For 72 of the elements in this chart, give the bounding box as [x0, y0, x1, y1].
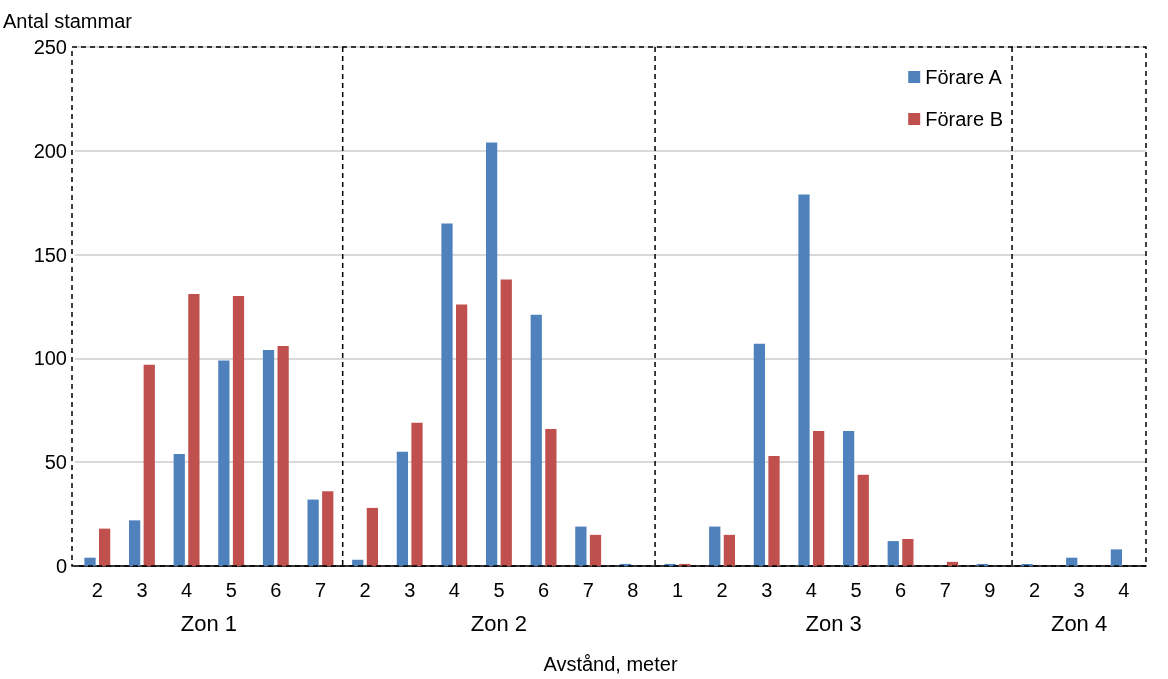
x-tick-label: 3 [1073, 579, 1085, 601]
bar [589, 534, 602, 566]
x-tick-label: 6 [270, 579, 282, 601]
bar [277, 345, 289, 566]
bar [709, 526, 721, 566]
x-tick-label: 2 [1028, 579, 1040, 601]
bar [129, 520, 141, 566]
bar [575, 526, 587, 566]
text: Zon 3 [805, 610, 862, 636]
x-tick-label: 6 [895, 579, 907, 601]
bar [456, 304, 468, 566]
bar [486, 142, 498, 566]
y-tick-label: 50 [44, 451, 67, 474]
bar [84, 557, 96, 566]
bar [500, 279, 512, 566]
x-tick-label: 8 [627, 579, 639, 601]
bar [322, 491, 334, 566]
bar [307, 499, 319, 566]
bar [843, 431, 855, 566]
x-tick-label: 6 [538, 579, 550, 601]
x-tick-label: 5 [850, 579, 862, 601]
x-tick-label: 4 [181, 579, 193, 601]
bar [262, 350, 275, 566]
x-tick-label: 3 [404, 579, 416, 601]
x-tick-label: 2 [716, 579, 728, 601]
x-tick-label: 7 [582, 579, 594, 601]
bar [366, 507, 378, 566]
x-tick-label: 2 [91, 579, 103, 601]
bar [530, 314, 542, 566]
text: Zon 4 [1050, 610, 1108, 636]
bar [723, 534, 735, 566]
x-tick-label: 4 [448, 579, 460, 601]
bar [143, 364, 155, 566]
x-tick-label: 5 [493, 579, 505, 601]
bar [545, 428, 557, 566]
x-tick-label: 3 [136, 579, 148, 601]
x-tick-label: 4 [805, 579, 817, 601]
bar [232, 296, 245, 566]
x-tick-label: 4 [1118, 579, 1130, 601]
x-tick-label: 7 [939, 579, 951, 601]
bar [813, 431, 825, 566]
x-tick-label: 2 [359, 579, 371, 601]
legend-label: Förare A [925, 66, 1003, 88]
bar [887, 541, 899, 566]
bar [798, 194, 810, 566]
bar [218, 360, 230, 566]
bar [768, 455, 780, 566]
y-tick-label: 150 [33, 243, 67, 266]
x-tick-label: 3 [761, 579, 773, 601]
text: Zon 1 [180, 610, 238, 636]
bar [396, 451, 408, 566]
bar [902, 539, 914, 566]
bar [99, 528, 111, 566]
x-tick-label: 7 [314, 579, 326, 601]
x-tick-label: 1 [671, 579, 683, 601]
x-tick-label: 5 [225, 579, 237, 601]
bar [411, 422, 423, 566]
y-tick-label: 250 [33, 36, 67, 58]
x-tick-label: 9 [984, 579, 996, 601]
bar [188, 294, 200, 566]
bar [173, 453, 185, 566]
bar [857, 474, 869, 566]
text: Zon 2 [470, 610, 528, 636]
y-tick-label: 0 [55, 555, 67, 577]
bar [753, 343, 765, 566]
y-tick-label: 100 [33, 347, 67, 370]
bar [1110, 549, 1122, 566]
bar [441, 223, 453, 566]
y-tick-label: 200 [33, 139, 67, 162]
y-axis-title: Antal stammar [3, 10, 133, 32]
legend-label: Förare B [925, 108, 1004, 130]
x-axis-title: Avstånd, meter [543, 653, 678, 675]
